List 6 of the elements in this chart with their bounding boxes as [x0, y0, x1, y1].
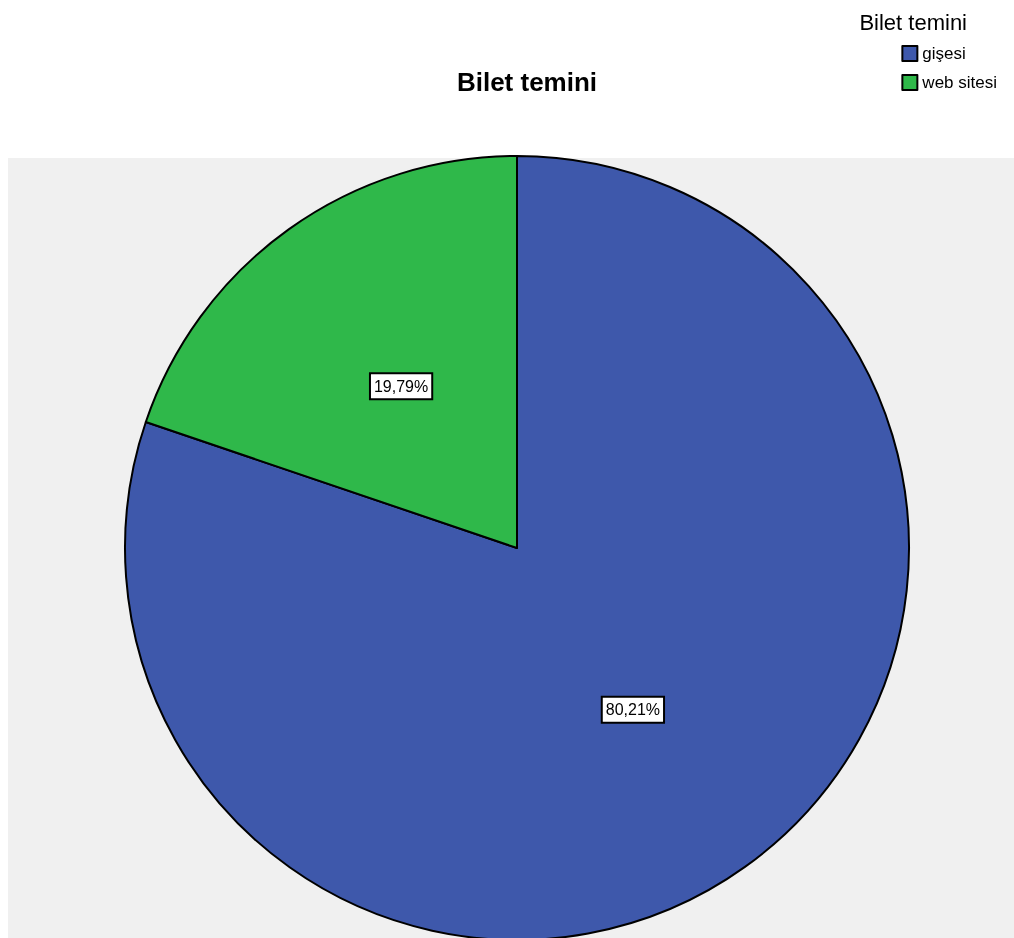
legend-title: Bilet temini	[859, 9, 967, 35]
legend-label: web sitesi	[921, 73, 997, 92]
data-label: 80,21%	[605, 701, 661, 719]
legend-label: gişesi	[922, 44, 966, 63]
text: Bilet temini	[456, 67, 598, 97]
data-label: 19,79%	[373, 377, 429, 395]
